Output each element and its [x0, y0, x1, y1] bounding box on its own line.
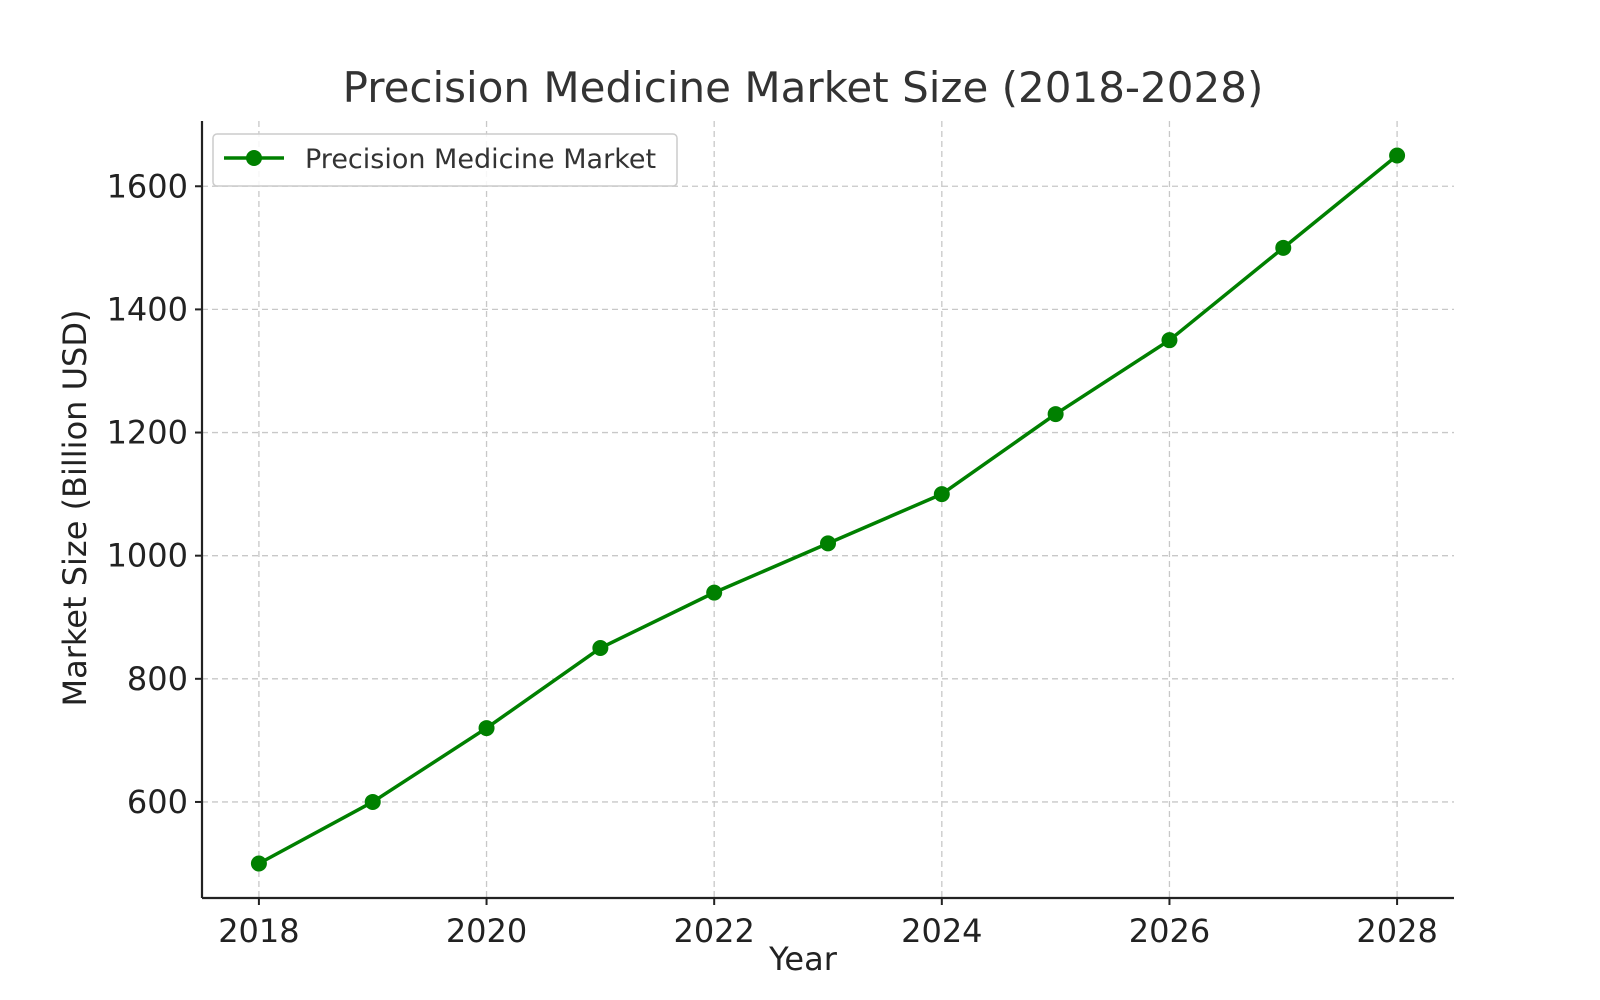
series-layer: [250, 147, 1406, 872]
x-tick-label: 2028: [1356, 912, 1437, 950]
series-line: [258, 154, 1399, 866]
x-tick-label: 2018: [218, 912, 299, 950]
legend-marker: [246, 150, 262, 166]
data-point: [933, 486, 950, 503]
data-point: [1389, 147, 1406, 164]
y-axis-label: Market Size (Billion USD): [56, 310, 94, 707]
data-point: [820, 535, 836, 552]
chart-title: Precision Medicine Market Size (2018-202…: [343, 63, 1264, 112]
data-point: [1047, 406, 1064, 423]
x-tick-label: 2026: [1129, 912, 1210, 950]
y-tick-label: 800: [127, 660, 188, 698]
y-tick-label: 1200: [107, 414, 188, 452]
data-point: [1275, 239, 1292, 256]
data-point: [592, 640, 609, 657]
data-point: [1161, 332, 1178, 349]
data-point: [250, 855, 267, 872]
legend-entry-label: Precision Medicine Market: [305, 144, 656, 175]
x-tick-label: 2020: [446, 912, 527, 950]
x-axis-label: Year: [768, 940, 838, 978]
x-tick-label: 2022: [673, 912, 754, 950]
y-tick-label: 1400: [107, 290, 188, 328]
y-tick-label: 1000: [107, 537, 188, 575]
data-point: [364, 793, 381, 810]
data-point: [478, 720, 495, 737]
legend: Precision Medicine Market: [212, 133, 678, 187]
y-axis-ticks: 600 800 1000 1200 1400 1600: [107, 167, 202, 821]
y-tick-label: 600: [127, 783, 188, 821]
legend-box: [212, 133, 678, 187]
grid-lines: [202, 121, 1454, 898]
x-tick-label: 2024: [901, 912, 982, 950]
data-point: [706, 584, 723, 601]
x-axis-ticks: 2018 2020 2022 2024 2026 2028: [218, 898, 1438, 950]
y-tick-label: 1600: [107, 167, 188, 205]
